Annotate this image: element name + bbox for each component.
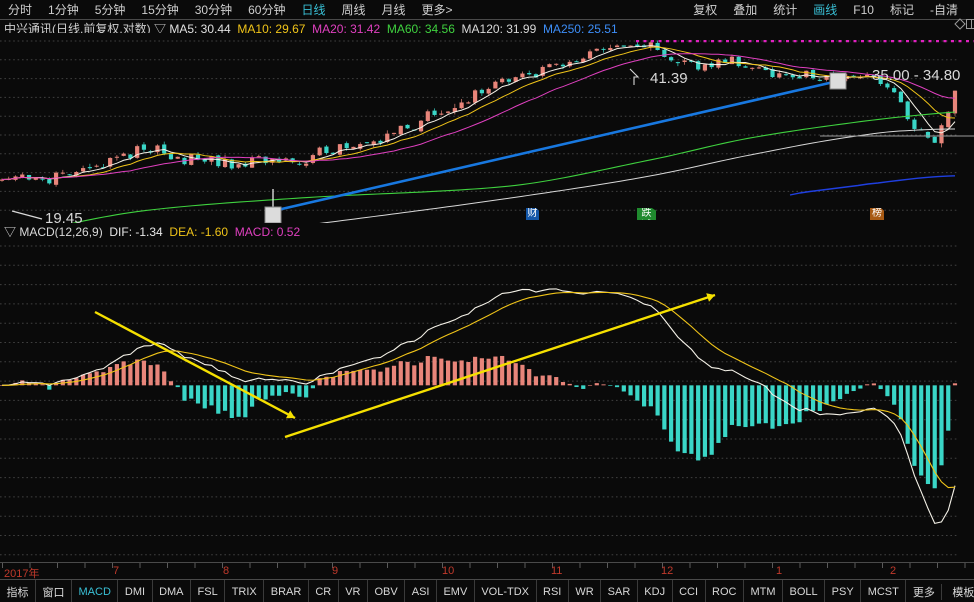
svg-text:35.00 - 34.80: 35.00 - 34.80 <box>872 67 960 84</box>
svg-text:19.45: 19.45 <box>45 210 83 223</box>
svg-text:41.39: 41.39 <box>650 70 688 87</box>
